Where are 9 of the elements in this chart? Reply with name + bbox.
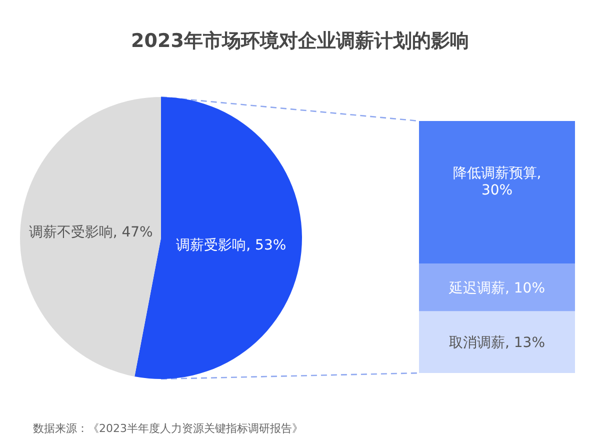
slice-label: 调薪受影响, 53% <box>176 238 286 254</box>
pie-slice <box>20 97 161 377</box>
text: 取消调薪, 13% <box>448 334 546 351</box>
chart-title: 2023年市场环境对企业调薪计划的影响 <box>131 30 469 52</box>
slice-label: 调薪不受影响, 47% <box>28 224 153 240</box>
data-label: 30% <box>481 182 513 198</box>
text: 延迟调薪, 10% <box>448 280 546 296</box>
series-label: 降低调薪预算, <box>452 165 542 182</box>
source-note: 数据来源：《2023半年度人力资源关键指标调研报告》 <box>33 422 303 435</box>
